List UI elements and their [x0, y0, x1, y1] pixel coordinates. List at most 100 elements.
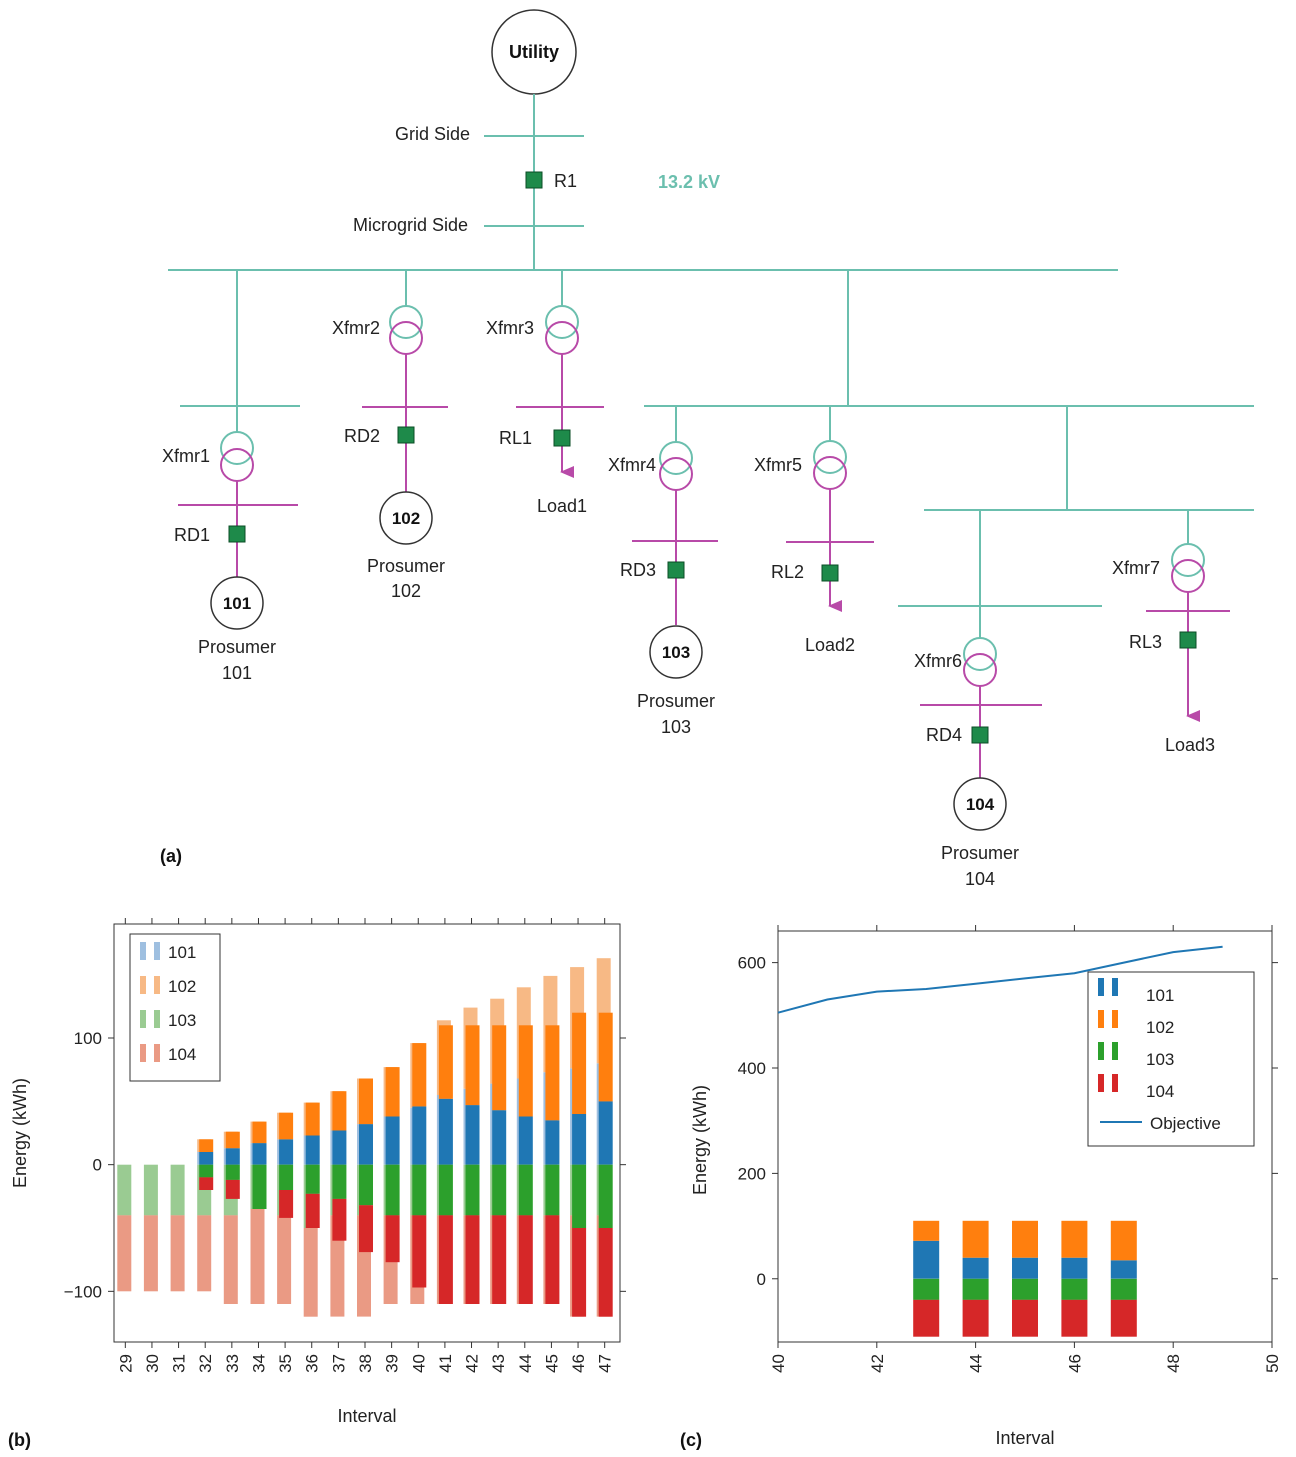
chart-b-axes: −100 0 100 29 30 31 32 33 34 35 36 37 38 39 40 41 42 43 44…: [64, 918, 626, 1373]
chart-b-bar-103-42: [465, 1164, 480, 1216]
chart-b-legend-swatch-light: [140, 976, 146, 994]
chart-b-legend-label: 102: [168, 977, 196, 996]
chart-b-bar-102-46: [572, 1012, 587, 1114]
chart-b-xlabel: Interval: [337, 1406, 396, 1426]
chart-b-xtick-label: 46: [569, 1354, 588, 1373]
chart-b-bar-103-45: [545, 1164, 560, 1216]
chart-b-xtick-label: 35: [276, 1354, 295, 1373]
chart-b-bar-104-32: [199, 1177, 214, 1190]
chart-b-xtick-label: 39: [383, 1354, 402, 1373]
chart-b-xtick-label: 38: [356, 1354, 375, 1373]
chart-b-bar-104-35: [279, 1190, 294, 1218]
chart-c-legend-label: Objective: [1150, 1114, 1221, 1133]
chart-b-bar-103-41: [438, 1164, 453, 1216]
rl1-label: RL1: [499, 428, 532, 448]
load2-label: Load2: [805, 635, 855, 655]
chart-b-ytick-label: 100: [74, 1029, 102, 1048]
chart-b-bar-101-35: [279, 1139, 294, 1165]
chart-b-bar-103-44: [518, 1164, 533, 1216]
chart-b-bar-104-40: [412, 1215, 427, 1288]
chart-b-bar-103-39: [385, 1164, 400, 1216]
chart-b-bar-103-35: [279, 1164, 294, 1190]
xfmr7-label: Xfmr7: [1112, 558, 1160, 578]
chart-b-bar-101-43: [492, 1110, 507, 1165]
chart-c-bar-103-43: [913, 1278, 940, 1300]
voltage-label: 13.2 kV: [658, 172, 720, 192]
chart-b-bar-103-37: [332, 1164, 347, 1199]
chart-b-bar-102-40: [412, 1043, 427, 1107]
chart-c-xtick-label: 48: [1164, 1354, 1183, 1373]
chart-b-legend-swatch-light: [140, 1044, 146, 1062]
chart-c-bar-103-46: [1061, 1278, 1088, 1300]
chart-b-bar-102-39: [385, 1067, 400, 1117]
chart-b-bar-102-35: [279, 1112, 294, 1140]
chart-c-bar-101-45: [1012, 1257, 1038, 1279]
prosumer-caption-103: Prosumer: [637, 691, 715, 711]
relay-rl1: [553, 429, 571, 447]
prosumer-id-104: 104: [966, 795, 995, 814]
rd1-label: RD1: [174, 525, 210, 545]
rd3-label: RD3: [620, 560, 656, 580]
chart-c-xtick-label: 40: [769, 1354, 788, 1373]
relay-rd2: [397, 426, 415, 444]
chart-c-bars: [913, 1220, 1137, 1337]
chart-b-bar-104-39: [385, 1215, 400, 1263]
grid-side-label: Grid Side: [395, 124, 470, 144]
chart-c-objective-line: [777, 945, 1223, 1014]
chart-b-bar-101-42: [465, 1105, 480, 1165]
chart-b-bar-103-47: [598, 1164, 613, 1228]
transformer-xfmr2: [389, 305, 423, 355]
chart-c-legend: 101 102 103 104 Objective: [1087, 971, 1255, 1147]
chart-b-xtick-label: 47: [596, 1354, 615, 1373]
prosumer-caption-102-id: 102: [391, 581, 421, 601]
chart-c-bar-101-46: [1061, 1257, 1088, 1279]
panel-a-label: (a): [160, 846, 182, 866]
chart-b-bar-101-38: [359, 1124, 373, 1165]
chart-b-legend-swatch-light: [140, 1010, 146, 1028]
chart-b-bar-104-41: [438, 1215, 453, 1304]
chart-b-light-bar-104-34: [250, 1209, 265, 1304]
chart-c-bar-103-47: [1110, 1278, 1137, 1300]
relay-rd3: [667, 561, 685, 579]
chart-c-bar-104-44: [962, 1299, 989, 1337]
prosumer-node-101: [210, 576, 264, 630]
chart-b-bar-101-34: [252, 1143, 267, 1165]
rd2-label: RD2: [344, 426, 380, 446]
chart-b-bar-101-40: [412, 1106, 427, 1165]
chart-b-light-bar-104-36: [303, 1228, 318, 1317]
rl3-label: RL3: [1129, 632, 1162, 652]
chart-b-bar-104-42: [465, 1215, 480, 1304]
chart-b-xtick-label: 40: [409, 1354, 428, 1373]
chart-b-bar-103-32: [199, 1164, 214, 1178]
chart-b-light-bar-103-30: [143, 1164, 158, 1216]
chart-c-bar-101-47: [1110, 1260, 1137, 1279]
chart-b-xtick-label: 30: [143, 1354, 162, 1373]
rd4-label: RD4: [926, 725, 962, 745]
chart-c-bar-101-43: [913, 1240, 940, 1279]
secondary-lines: [178, 354, 1230, 780]
chart-c-bar-103-45: [1012, 1278, 1038, 1300]
chart-b-legend-label: 103: [168, 1011, 196, 1030]
load1-label: Load1: [537, 496, 587, 516]
chart-c-ytick-label: 600: [738, 954, 766, 973]
transformer-xfmr6: [963, 637, 997, 687]
panel-b-label: (b): [8, 1430, 31, 1450]
chart-b-bar-102-38: [359, 1078, 373, 1125]
xfmr1-label: Xfmr1: [162, 446, 210, 466]
chart-b-xtick-label: 41: [436, 1354, 455, 1373]
rl2-label: RL2: [771, 562, 804, 582]
relay-rl2: [821, 564, 839, 582]
load3-label: Load3: [1165, 735, 1215, 755]
prosumer-id-101: 101: [223, 594, 251, 613]
chart-b-bar-103-46: [572, 1164, 587, 1228]
chart-c-legend-label: 102: [1146, 1018, 1174, 1037]
chart-b-legend-swatch-light: [140, 942, 146, 960]
chart-b-xtick-label: 36: [303, 1354, 322, 1373]
chart-b-light-bar-104-30: [143, 1215, 158, 1292]
chart-b-bar-101-47: [598, 1101, 613, 1165]
chart-c-ytick-label: 200: [738, 1164, 766, 1183]
r1-label: R1: [554, 171, 577, 191]
chart-b-bar-102-42: [465, 1025, 480, 1106]
transformer-xfmr7: [1171, 543, 1205, 593]
